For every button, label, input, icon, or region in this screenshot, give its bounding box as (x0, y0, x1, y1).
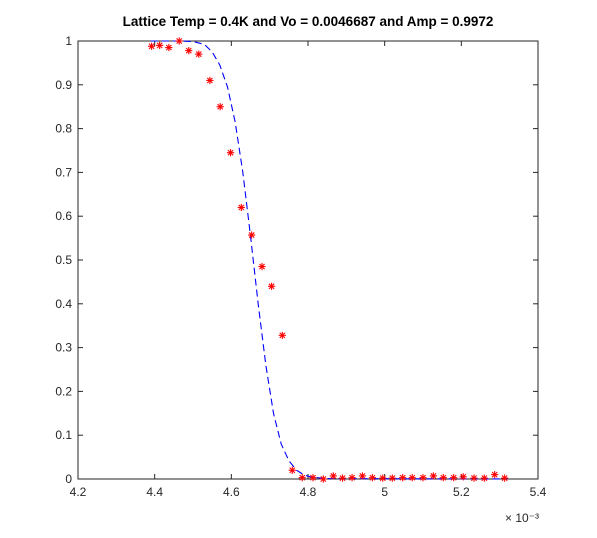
x-tick-label: 4.4 (146, 485, 163, 499)
data-point-asterisk (175, 37, 183, 45)
ticks-layer: 4.2 4.4 4.6 4.8 5 5.2 5.4 0 0.1 0.2 0.3 0.4 0.5 0.6 0.… (55, 34, 546, 499)
data-point-asterisk (206, 76, 214, 85)
data-point-asterisk (419, 474, 427, 482)
data-point-asterisk (278, 331, 286, 339)
data-point-asterisk (319, 475, 327, 483)
x-tick-label: 4.8 (300, 485, 317, 499)
data-point-asterisk (237, 203, 245, 212)
data-point-asterisk (298, 474, 306, 482)
data-markers-layer (148, 37, 509, 483)
data-point-asterisk (165, 43, 173, 52)
y-tick-label: 0.5 (55, 253, 72, 267)
x-tick-label: 5.4 (530, 485, 547, 499)
data-point-asterisk (368, 474, 376, 482)
data-point-asterisk (399, 474, 407, 482)
data-point-asterisk (450, 474, 458, 482)
data-point-asterisk (156, 41, 164, 49)
y-tick-label: 0 (65, 472, 72, 486)
y-tick-label: 0.9 (55, 78, 72, 92)
chart-title: Lattice Temp = 0.4K and Vo = 0.0046687 a… (122, 14, 494, 29)
data-point-asterisk (226, 149, 235, 157)
data-point-asterisk (185, 47, 193, 55)
data-point-asterisk (358, 472, 367, 480)
y-tick-label: 1 (65, 34, 72, 48)
axes-box (77, 40, 539, 480)
x-tick-label: 4.6 (223, 485, 240, 499)
y-tick-label: 0.2 (55, 384, 72, 398)
data-point-asterisk (439, 474, 447, 482)
fit-curve-line (150, 40, 508, 480)
data-point-asterisk (501, 474, 509, 482)
data-point-asterisk (348, 474, 356, 482)
data-point-asterisk (388, 474, 396, 482)
x-tick-label: 5 (381, 485, 388, 499)
data-point-asterisk (148, 42, 156, 50)
data-point-asterisk (195, 50, 203, 58)
data-point-asterisk (480, 474, 488, 482)
data-point-asterisk (491, 471, 499, 479)
fit-line-layer (150, 40, 508, 480)
data-point-asterisk (459, 473, 467, 481)
data-point-asterisk (329, 472, 337, 480)
y-tick-label: 0.3 (55, 341, 72, 355)
data-point-asterisk (379, 474, 387, 482)
data-point-asterisk (309, 474, 317, 482)
data-point-asterisk (216, 103, 224, 111)
y-tick-label: 0.8 (55, 122, 72, 136)
x-exponent-label: × 10⁻³ (505, 511, 539, 525)
x-tick-label: 4.2 (70, 485, 87, 499)
data-point-asterisk (248, 231, 256, 239)
data-point-asterisk (470, 474, 478, 482)
x-tick-label: 5.2 (453, 485, 470, 499)
data-point-asterisk (267, 282, 276, 290)
y-tick-label: 0.6 (55, 209, 72, 223)
data-point-asterisk (288, 466, 296, 474)
y-tick-label: 0.7 (55, 165, 72, 179)
data-point-asterisk (338, 474, 347, 482)
data-point-asterisk (258, 262, 266, 271)
data-point-asterisk (408, 474, 416, 482)
y-tick-label: 0.4 (55, 297, 72, 311)
y-tick-label: 0.1 (55, 428, 72, 442)
data-point-asterisk (429, 472, 437, 480)
